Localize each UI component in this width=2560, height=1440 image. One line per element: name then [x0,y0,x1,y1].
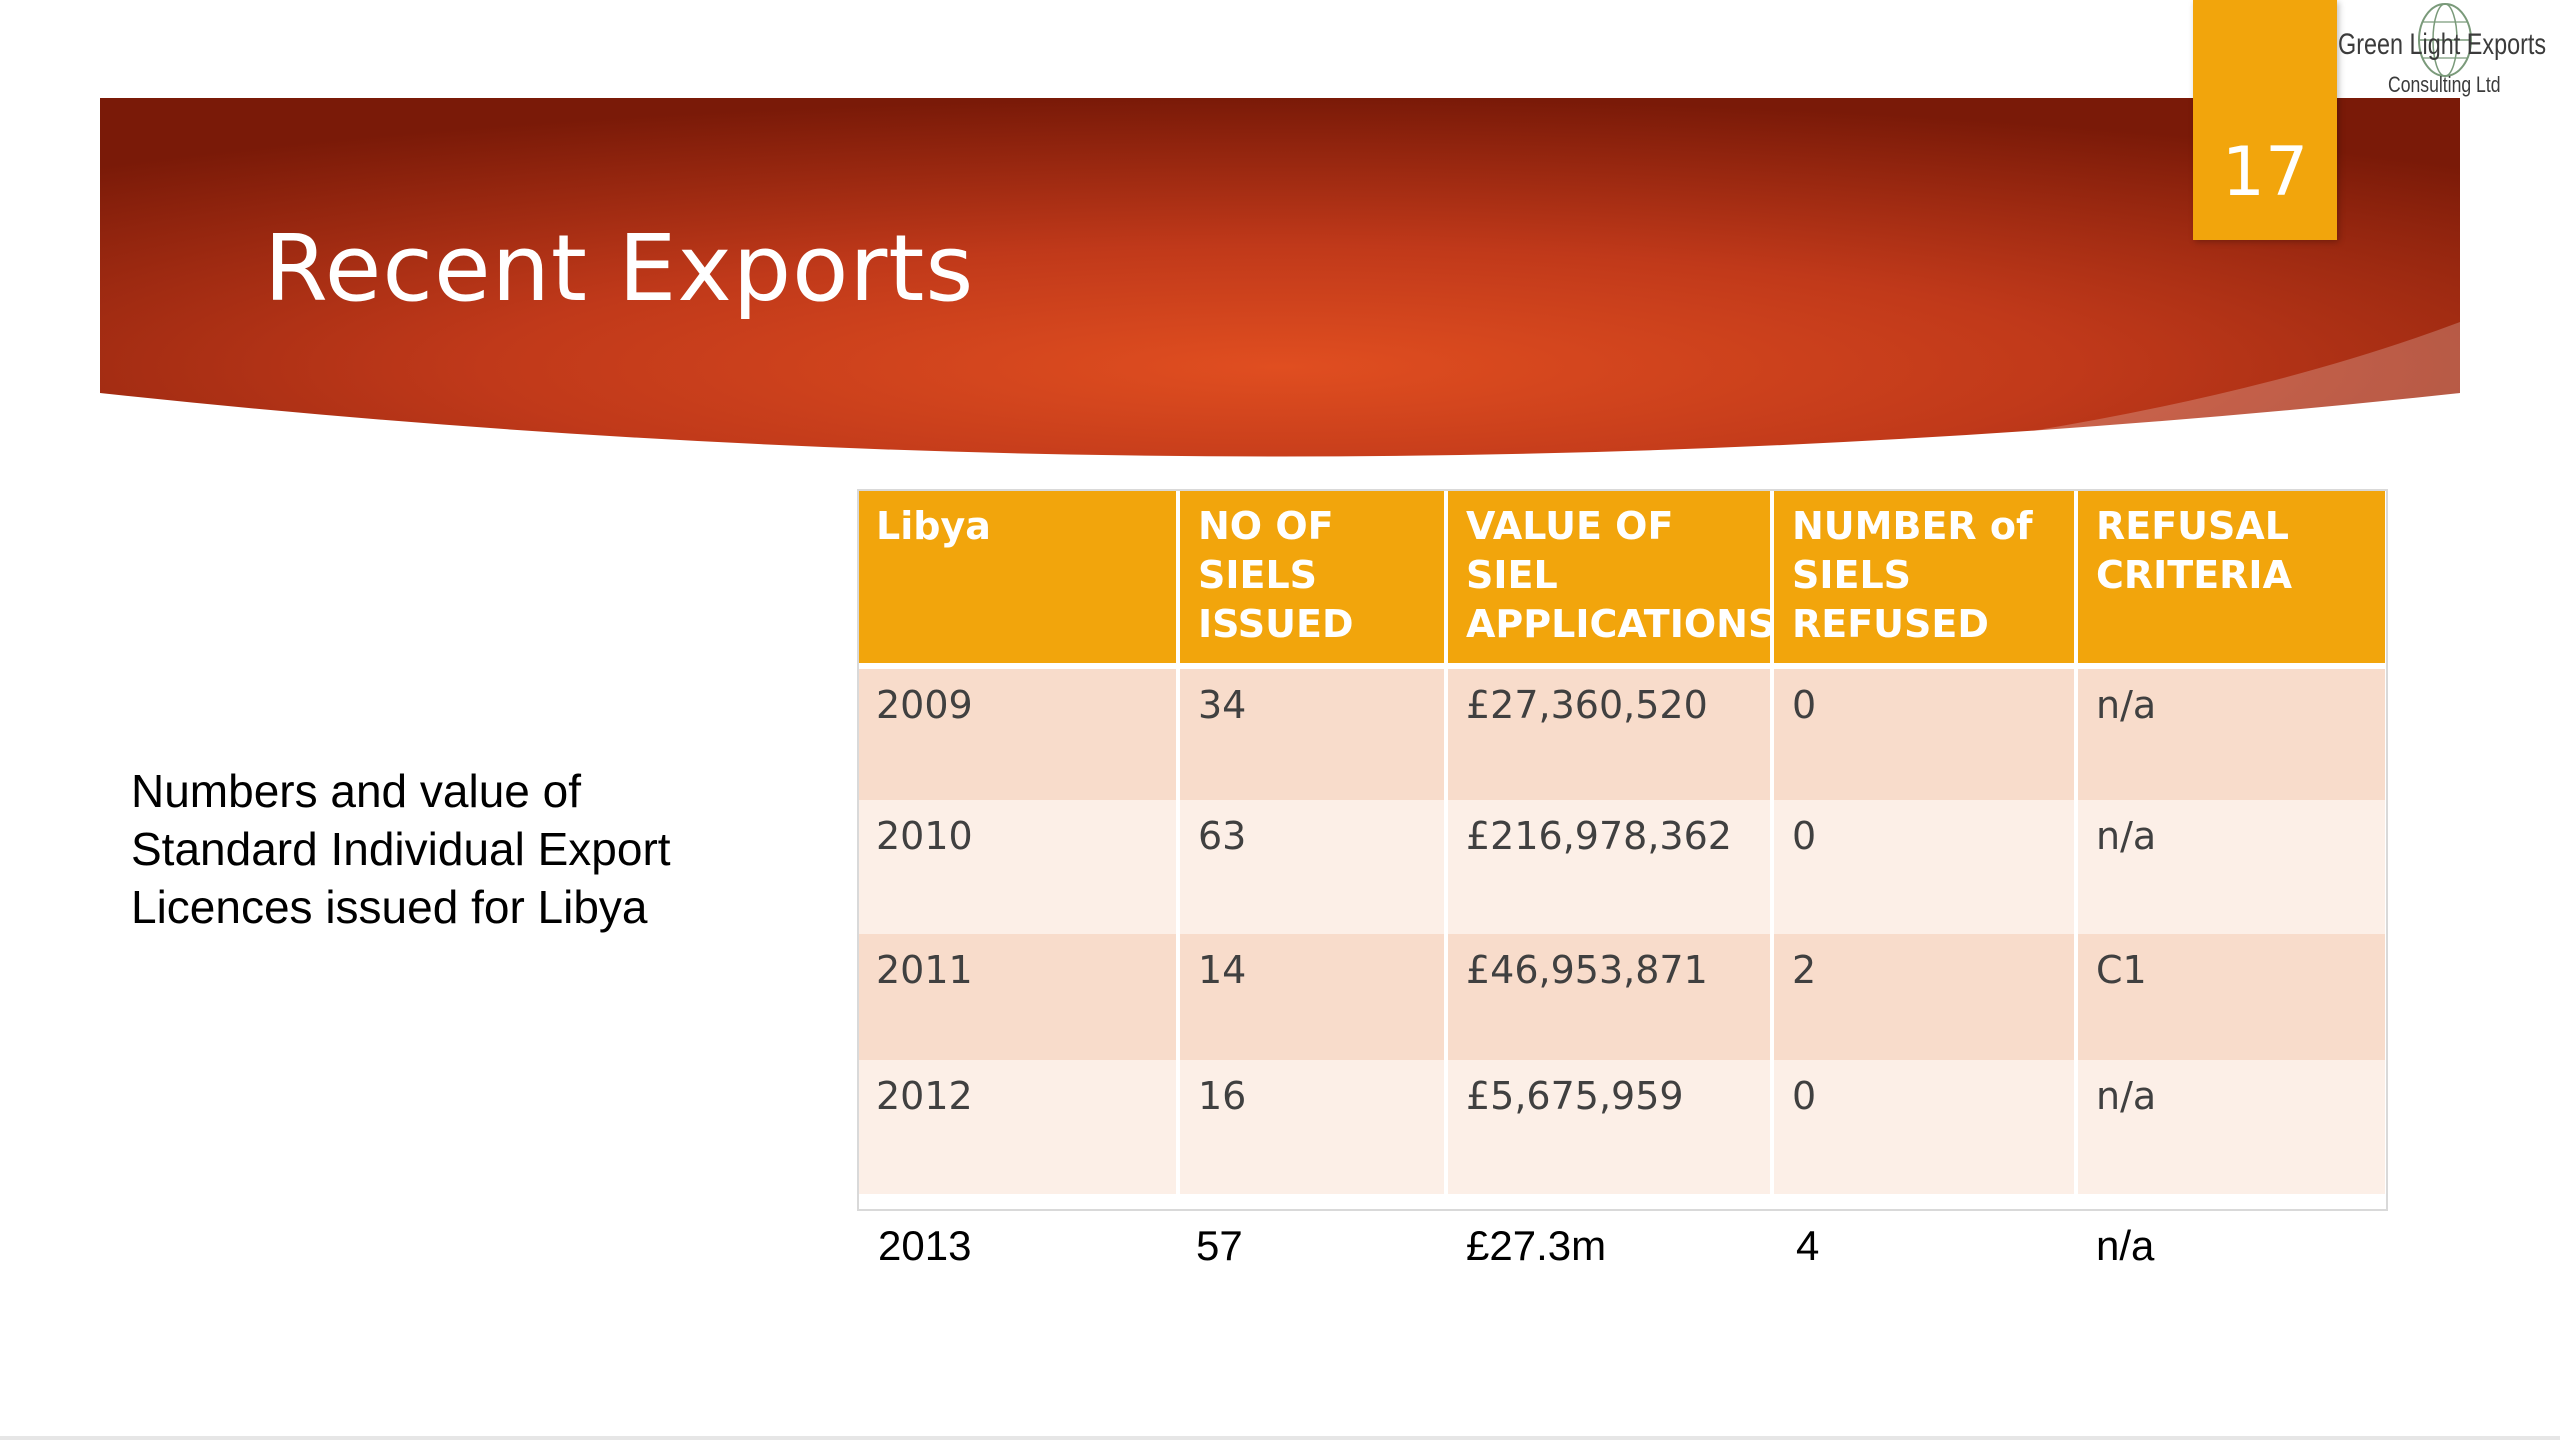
bottom-divider [0,1436,2560,1440]
description-text: Numbers and value of Standard Individual… [131,765,671,933]
table-cell: n/a [2074,800,2385,934]
slide-number: 17 [2221,133,2309,212]
table-cell: 0 [1770,1060,2076,1194]
extra-cell-refused: 4 [1796,1222,1820,1269]
header-siel-value: VALUE OF SIEL APPLICATIONS [1444,490,1775,669]
slide-number-tab: 17 [2193,0,2337,240]
slide-title: Recent Exports [264,215,975,322]
logo-name: Green Light Exports [2338,28,2547,61]
header-siels-issued: NO OF SIELS ISSUED [1176,490,1446,669]
table-cell: £27,360,520 [1444,666,1772,800]
extra-cell-criteria: n/a [2096,1222,2155,1269]
table-cell: 0 [1770,800,2076,934]
table-header-row: Libya NO OF SIELS ISSUED VALUE OF SIEL A… [858,490,2385,669]
table-cell: 2009 [858,666,1178,800]
header-siels-refused: NUMBER of SIELS REFUSED [1770,490,2076,669]
table-cell: 2010 [858,800,1178,934]
exports-table: Libya NO OF SIELS ISSUED VALUE OF SIEL A… [858,490,2385,1194]
table-cell: 16 [1176,1060,1446,1194]
table-row: 2012 16 £5,675,959 0 n/a [858,1060,2385,1194]
extra-row-2013: 2013 57 £27.3m 4 n/a [0,1222,2560,1282]
table-cell: 2011 [858,934,1178,1060]
logo-subtitle: Consulting Ltd [2388,72,2501,97]
table-row: 2010 63 £216,978,362 0 n/a [858,800,2385,934]
table-cell: 34 [1176,666,1446,800]
header-refusal-criteria: REFUSAL CRITERIA [2074,490,2385,669]
table-cell: 63 [1176,800,1446,934]
table-cell: C1 [2074,934,2385,1060]
table-row: 2009 34 £27,360,520 0 n/a [858,666,2385,800]
table-cell: £5,675,959 [1444,1060,1772,1194]
header-libya: Libya [858,490,1178,669]
company-logo: Green Light Exports Consulting Ltd [2336,0,2560,110]
table-cell: n/a [2074,1060,2385,1194]
table-cell: n/a [2074,666,2385,800]
table-cell: £46,953,871 [1444,934,1772,1060]
table-cell: 2 [1770,934,2076,1060]
table-cell: 2012 [858,1060,1178,1194]
extra-cell-value: £27.3m [1466,1222,1607,1269]
table-row: 2011 14 £46,953,871 2 C1 [858,934,2385,1060]
globe-icon [2418,3,2472,77]
extra-cell-year: 2013 [878,1222,972,1269]
table-cell: 14 [1176,934,1446,1060]
table-cell: £216,978,362 [1444,800,1772,934]
extra-cell-issued: 57 [1196,1222,1243,1269]
title-banner [0,0,2560,490]
table-cell: 0 [1770,666,2076,800]
